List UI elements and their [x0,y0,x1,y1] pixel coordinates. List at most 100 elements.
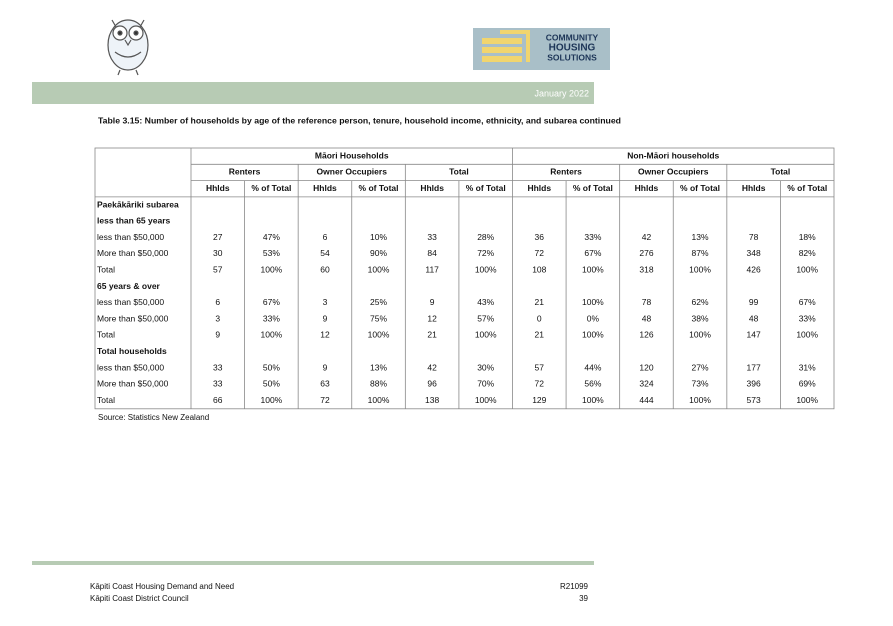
cell: 88% [370,379,387,389]
cell: 100% [582,395,604,405]
column-header: % of Total [787,183,827,193]
cell: 21 [535,330,545,340]
cell: 126 [639,330,653,340]
cell: 31% [799,362,816,372]
group-header: Māori Households [315,150,389,160]
cell: 78 [642,297,652,307]
logo-text: SOLUTIONS [547,52,597,62]
cell: 28% [477,232,494,242]
sub-header: Renters [229,167,261,177]
header-band [32,82,594,104]
cell: 87% [692,248,709,258]
cell: 100% [475,265,497,275]
cell: 57 [213,265,223,275]
cell: 56% [584,379,601,389]
cell: 396 [747,379,761,389]
footer-left: Kāpiti Coast Housing Demand and Need [90,582,234,591]
cell: 100% [582,297,604,307]
cell: 100% [475,395,497,405]
footer-right: 39 [579,594,588,603]
cell: 100% [796,265,818,275]
cell: 100% [796,395,818,405]
cell: 318 [639,265,653,275]
cell: 117 [425,265,439,275]
cell: 66 [213,395,223,405]
cell: 72 [535,248,545,258]
cell: 100% [368,395,390,405]
column-header: Hhlds [742,183,766,193]
section-label: 65 years & over [97,281,161,291]
column-header: % of Total [251,183,291,193]
section-label: Total households [97,346,167,356]
section-label: Paekākāriki subarea [97,199,179,209]
cell: 12 [427,313,437,323]
cell: 70% [477,379,494,389]
source: Source: Statistics New Zealand [98,413,209,422]
cell: 78 [749,232,759,242]
cell: 33% [584,232,601,242]
logo-text: HOUSING [549,43,596,54]
footer-band [32,561,594,565]
cell: 48 [642,313,652,323]
cell: 18% [799,232,816,242]
cell: 33% [263,313,280,323]
cell: 44% [584,362,601,372]
cell: 100% [796,330,818,340]
cell: 30 [213,248,223,258]
cell: 348 [747,248,761,258]
footer-right: R21099 [560,582,589,591]
cell: 6 [215,297,220,307]
column-header: % of Total [466,183,506,193]
cell: 12 [320,330,330,340]
cell: 36 [535,232,545,242]
cell: 100% [261,265,283,275]
cell: 73% [692,379,709,389]
cell: 42 [642,232,652,242]
cell: 38% [692,313,709,323]
table: Māori Households Non-Māori households Rent… [94,147,835,410]
cell: 67% [263,297,280,307]
cell: 3 [323,297,328,307]
cell: 120 [639,362,653,372]
cell: 67% [584,248,601,258]
cell: 100% [582,265,604,275]
row-label: less than $50,000 [97,362,164,372]
cell: 25% [370,297,387,307]
date: January 2022 [534,88,589,98]
cell: 99 [749,297,759,307]
cell: 138 [425,395,439,405]
row-label: More than $50,000 [97,313,169,323]
column-header: % of Total [359,183,399,193]
cell: 3 [215,313,220,323]
row-label: Total [97,395,115,405]
cell: 0% [587,313,600,323]
row-label: Total [97,265,115,275]
table-title: Table 3.15: Number of households by age … [98,115,621,125]
cell: 147 [747,330,761,340]
column-header: Hhlds [420,183,444,193]
owl-logo [107,19,149,76]
cell: 47% [263,232,280,242]
sub-header: Total [771,167,791,177]
cell: 72 [535,379,545,389]
cell: 177 [747,362,761,372]
cell: 21 [427,330,437,340]
cell: 96 [427,379,437,389]
cell: 6 [323,232,328,242]
cell: 27% [692,362,709,372]
cell: 573 [747,395,761,405]
cell: 276 [639,248,653,258]
cell: 129 [532,395,546,405]
row-label: More than $50,000 [97,248,169,258]
cell: 62% [692,297,709,307]
logo-text: COMMUNITY [546,32,599,42]
cell: 27 [213,232,223,242]
cell: 82% [799,248,816,258]
cell: 13% [692,232,709,242]
cell: 100% [689,265,711,275]
cell: 33% [799,313,816,323]
cell: 50% [263,379,280,389]
section-label: less than 65 years [97,216,171,226]
row-label: More than $50,000 [97,379,169,389]
